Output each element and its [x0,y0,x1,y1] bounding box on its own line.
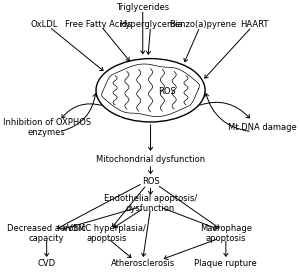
Text: VSMC hyperplasia/
apoptosis: VSMC hyperplasia/ apoptosis [67,224,146,243]
Text: ROS: ROS [158,87,176,96]
Text: CVD: CVD [38,259,56,268]
Text: Hyperglycemia: Hyperglycemia [119,20,182,29]
Text: Decreased aerobic
capacity: Decreased aerobic capacity [7,224,86,243]
Text: Atherosclerosis: Atherosclerosis [111,259,175,268]
Text: Endothelial apoptosis/
dysfunction: Endothelial apoptosis/ dysfunction [104,194,197,213]
Text: HAART: HAART [240,20,268,29]
Text: Inhibition of OXPHOS
enzymes: Inhibition of OXPHOS enzymes [3,118,91,137]
Text: OxLDL: OxLDL [30,20,58,29]
Text: Free Fatty Acids: Free Fatty Acids [65,20,132,29]
Text: ROS: ROS [142,177,159,186]
Text: Macrophage
apoptosis: Macrophage apoptosis [200,224,252,243]
Text: Mt DNA damage: Mt DNA damage [228,123,297,132]
Text: Mitochondrial dysfunction: Mitochondrial dysfunction [96,155,205,164]
Text: Plaque rupture: Plaque rupture [194,259,257,268]
Text: Triglycerides: Triglycerides [116,3,169,12]
Text: Benzo(a)pyrene: Benzo(a)pyrene [169,20,236,29]
